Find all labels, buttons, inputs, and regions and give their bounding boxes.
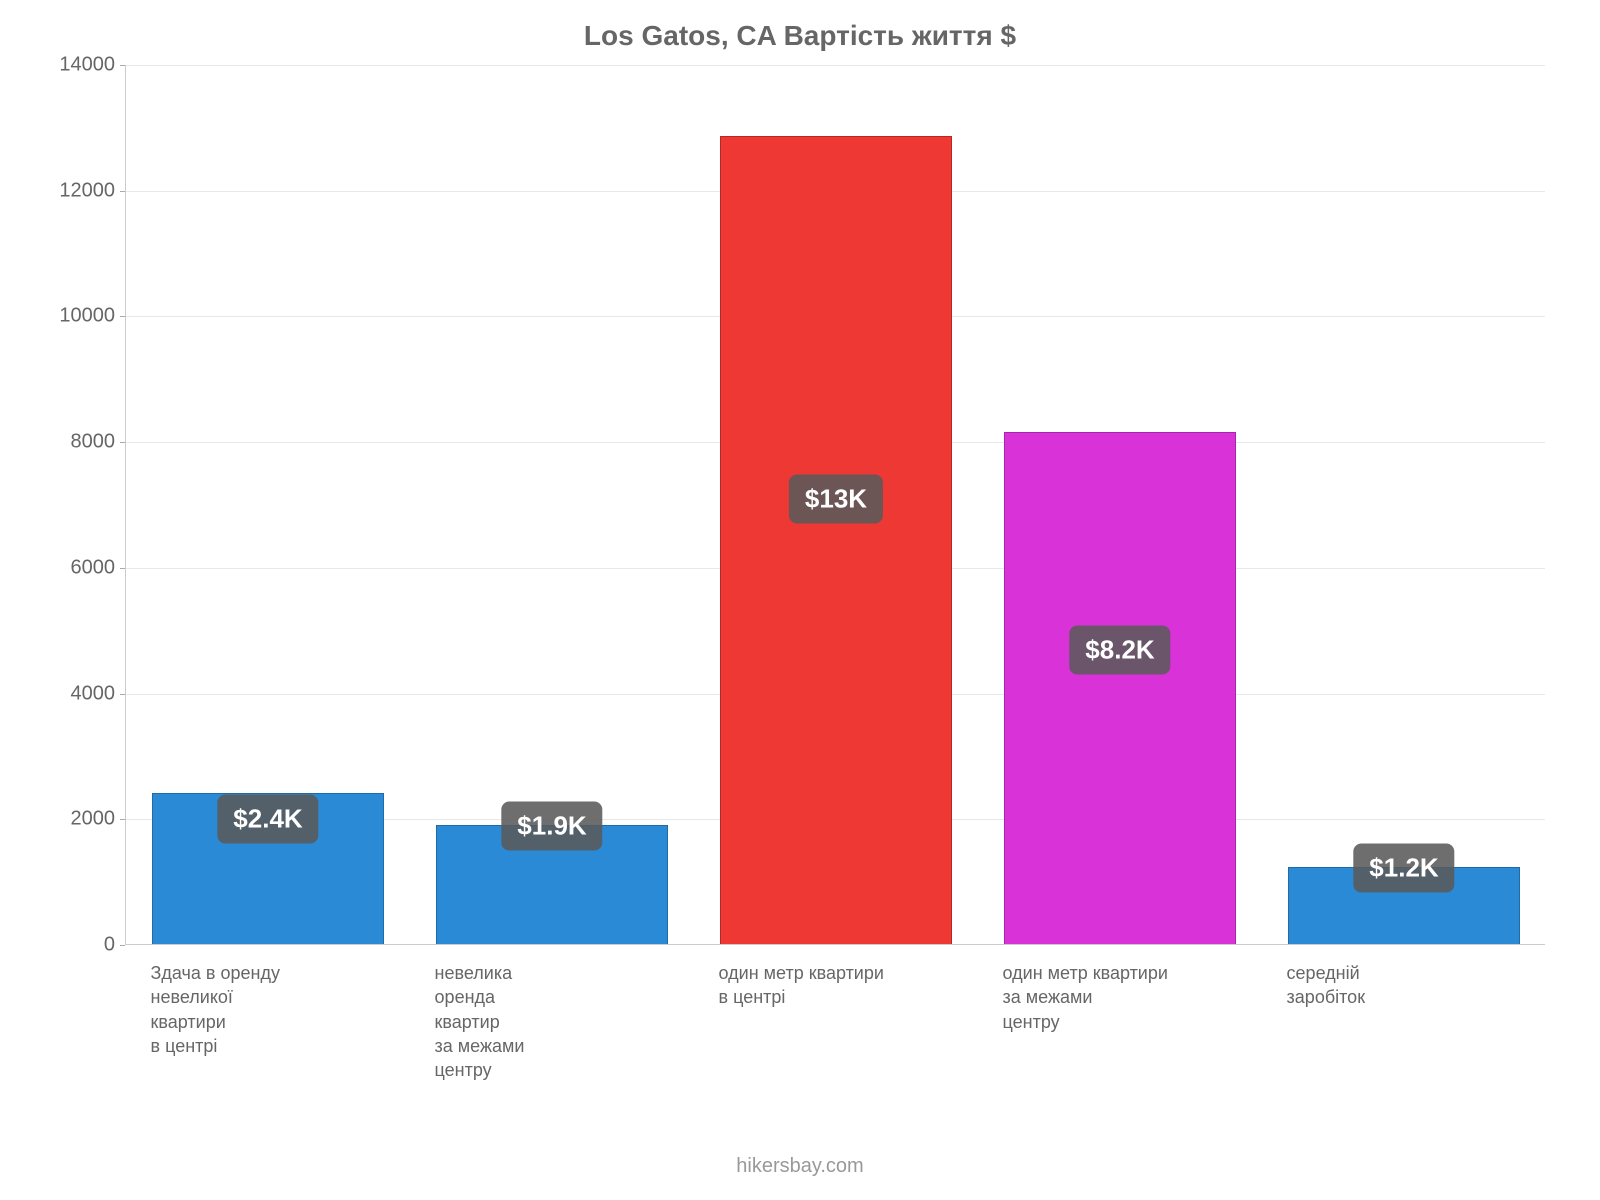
x-category-label: один метр квартири за межами центру bbox=[1003, 961, 1203, 1034]
y-tick-label: 12000 bbox=[15, 179, 115, 202]
bar bbox=[1004, 432, 1237, 944]
bar-value-badge: $8.2K bbox=[1069, 625, 1170, 674]
y-tick-mark bbox=[120, 945, 125, 946]
y-tick-label: 8000 bbox=[15, 431, 115, 454]
bar-value-badge: $2.4K bbox=[217, 795, 318, 844]
y-tick-mark bbox=[120, 819, 125, 820]
x-category-label: Здача в оренду невеликої квартири в цент… bbox=[151, 961, 351, 1058]
bar-value-badge: $1.2K bbox=[1353, 843, 1454, 892]
chart-container: Los Gatos, CA Вартість життя $ $2.4K $1.9… bbox=[0, 0, 1600, 1200]
y-tick-mark bbox=[120, 568, 125, 569]
y-tick-mark bbox=[120, 65, 125, 66]
bar-value-badge: $13K bbox=[789, 474, 883, 523]
y-tick-mark bbox=[120, 442, 125, 443]
y-tick-label: 10000 bbox=[15, 305, 115, 328]
chart-title: Los Gatos, CA Вартість життя $ bbox=[0, 20, 1600, 52]
plot-area: $2.4K $1.9K $13K $8.2K $1.2K bbox=[125, 65, 1545, 945]
y-tick-mark bbox=[120, 316, 125, 317]
y-tick-label: 2000 bbox=[15, 808, 115, 831]
bar bbox=[720, 136, 953, 944]
x-category-label: один метр квартири в центрі bbox=[719, 961, 919, 1010]
x-category-label: невелика оренда квартир за межами центру bbox=[435, 961, 635, 1082]
y-tick-label: 4000 bbox=[15, 682, 115, 705]
y-tick-mark bbox=[120, 191, 125, 192]
attribution: hikersbay.com bbox=[0, 1155, 1600, 1178]
y-tick-label: 0 bbox=[15, 934, 115, 957]
y-tick-label: 6000 bbox=[15, 556, 115, 579]
y-tick-mark bbox=[120, 694, 125, 695]
y-tick-label: 14000 bbox=[15, 54, 115, 77]
bar-value-badge: $1.9K bbox=[501, 801, 602, 850]
gridline bbox=[126, 65, 1545, 66]
x-category-label: середній заробіток bbox=[1287, 961, 1487, 1010]
